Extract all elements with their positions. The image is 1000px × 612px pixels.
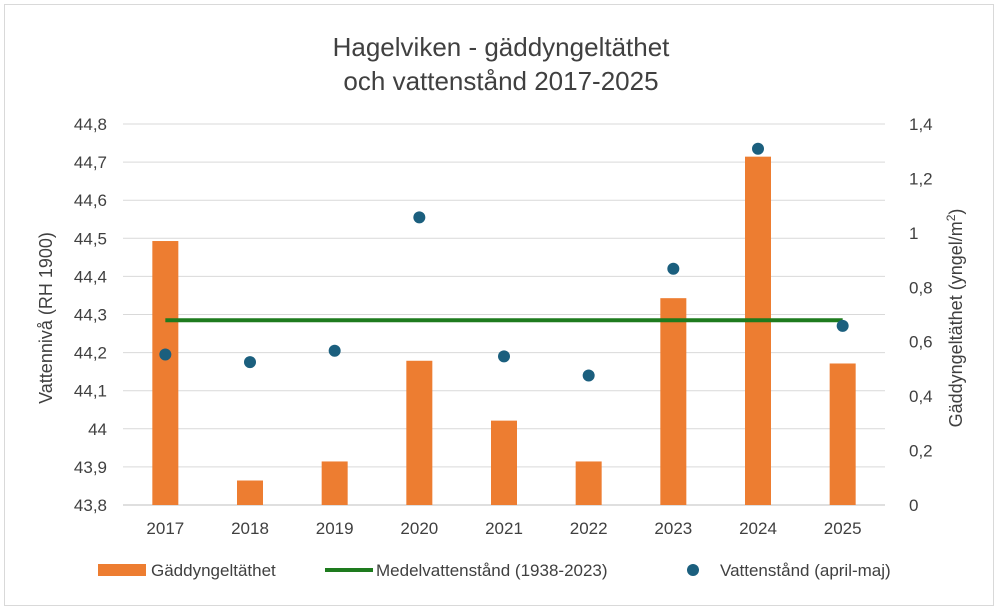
right-tick-label: 0,4 [909,387,933,406]
right-axis-label-sup: 2 [944,214,958,221]
x-tick-label: 2025 [824,519,862,538]
scatter-point [752,142,764,155]
bar [829,363,856,505]
x-tick-label: 2020 [400,519,438,538]
x-tick-label: 2021 [485,519,523,538]
right-axis-label-main: Gäddyngeltäthet (yngel/m [946,221,966,427]
scatter-point [667,262,680,275]
scatter-point [498,350,510,363]
left-tick-label: 44,1 [74,382,107,401]
chart: Hagelviken - gäddyngeltäthet och vattens… [36,32,966,580]
scatter-point [836,319,849,332]
bar [491,420,517,505]
left-tick-label: 44 [88,420,107,439]
scatter-point [328,344,341,357]
bar [237,480,263,505]
left-axis-ticks: 43,8 43,9 44 44,1 44,2 44,3 44,4 44,5 44,6 44,7 44… [74,115,107,515]
right-tick-label: 0,2 [909,442,933,461]
chart-title-line-2: och vattenstånd 2017-2025 [343,66,658,96]
bar [745,156,771,505]
right-tick-label: 0 [909,496,918,515]
x-tick-label: 2023 [654,519,692,538]
bar [152,241,179,505]
x-tick-label: 2019 [316,519,354,538]
scatter-point [159,348,172,361]
left-tick-label: 44,2 [74,344,107,363]
left-tick-label: 44,7 [74,153,107,172]
legend-label-dot: Vattenstånd (april-maj) [720,561,891,580]
x-tick-label: 2018 [231,519,269,538]
left-tick-label: 43,8 [74,496,107,515]
scatter-point [413,211,426,224]
left-tick-label: 43,9 [74,458,107,477]
bar-series [152,156,856,505]
left-tick-label: 44,8 [74,115,107,134]
right-axis-label-end: ) [946,209,966,215]
right-axis-label: Gäddyngeltäthet (yngel/m2) [944,209,966,428]
bar [575,461,602,505]
right-tick-label: 0,8 [909,278,933,297]
left-tick-label: 44,4 [74,267,107,286]
bar [406,360,433,505]
bar [660,298,687,505]
legend-swatch-bars [98,564,146,576]
legend-label-line: Medelvattenstånd (1938-2023) [376,561,608,580]
legend: Gäddyngeltäthet Medelvattenstånd (1938-2… [98,561,891,580]
left-tick-label: 44,6 [74,191,107,210]
left-tick-label: 44,3 [74,306,107,325]
left-tick-label: 44,5 [74,229,107,248]
scatter-series [159,142,849,382]
scatter-point [582,369,595,382]
x-tick-label: 2017 [146,519,184,538]
x-tick-label: 2024 [739,519,777,538]
right-tick-label: 1,2 [909,169,933,188]
right-tick-label: 0,6 [909,333,933,352]
legend-label-bars: Gäddyngeltäthet [151,561,276,580]
x-tick-label: 2022 [570,519,608,538]
right-tick-label: 1,4 [909,115,933,134]
right-tick-label: 1 [909,224,918,243]
legend-swatch-dot [687,564,699,576]
bar [321,461,348,505]
chart-title-line-1: Hagelviken - gäddyngeltäthet [333,32,671,62]
chart-frame: Hagelviken - gäddyngeltäthet och vattens… [4,4,994,606]
right-axis-ticks: 0 0,2 0,4 0,6 0,8 1 1,2 1,4 [909,115,933,515]
left-axis-label: Vattennivå (RH 1900) [36,232,56,404]
scatter-point [244,356,256,369]
x-axis-ticks: 2017 2018 2019 2020 2021 2022 2023 2024 2025 [146,519,861,538]
